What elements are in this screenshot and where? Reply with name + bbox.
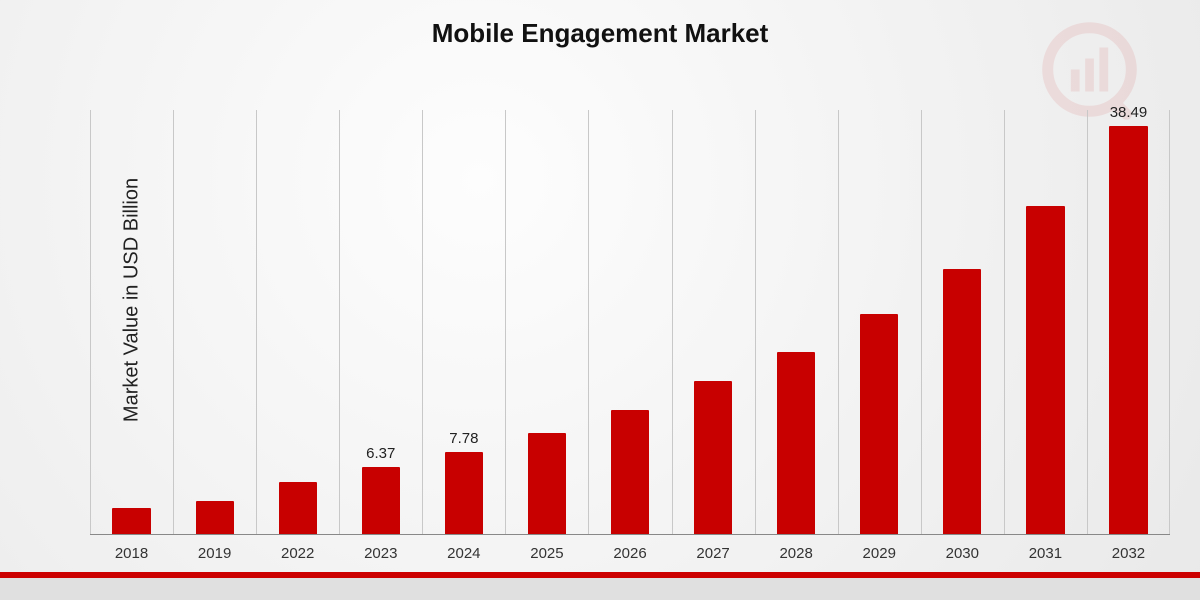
x-tick-label: 2028 xyxy=(755,545,838,562)
footer-strip xyxy=(0,572,1200,600)
gridline xyxy=(1087,110,1088,535)
bar-slot xyxy=(588,110,671,535)
bar xyxy=(196,501,234,535)
bar-slot xyxy=(672,110,755,535)
bar xyxy=(279,482,317,535)
bar xyxy=(777,352,815,535)
bar xyxy=(1026,206,1064,535)
bar-slot xyxy=(173,110,256,535)
x-tick-label: 2026 xyxy=(588,545,671,562)
x-tick-label: 2025 xyxy=(505,545,588,562)
chart-container: Mobile Engagement Market Market Value in… xyxy=(0,0,1200,600)
gridline xyxy=(755,110,756,535)
plot-area: 6.37 7.78 38.49 xyxy=(90,110,1170,535)
x-tick-label: 2022 xyxy=(256,545,339,562)
bar-slot xyxy=(755,110,838,535)
bar: 6.37 xyxy=(362,467,400,535)
bar xyxy=(860,314,898,535)
x-tick-label: 2031 xyxy=(1004,545,1087,562)
bar-slot xyxy=(90,110,173,535)
chart-title: Mobile Engagement Market xyxy=(0,18,1200,49)
x-tick-label: 2032 xyxy=(1087,545,1170,562)
bar-slot xyxy=(505,110,588,535)
x-tick-label: 2029 xyxy=(838,545,921,562)
bar-slot xyxy=(838,110,921,535)
bar xyxy=(112,508,150,535)
x-tick-label: 2024 xyxy=(422,545,505,562)
gridline xyxy=(90,110,91,535)
bar xyxy=(528,433,566,535)
bar-slot xyxy=(1004,110,1087,535)
x-axis-line xyxy=(90,534,1170,535)
bar: 7.78 xyxy=(445,452,483,535)
gridline xyxy=(838,110,839,535)
gridline xyxy=(588,110,589,535)
bar-slot: 38.49 xyxy=(1087,110,1170,535)
x-tick-label: 2018 xyxy=(90,545,173,562)
bar-value-label: 38.49 xyxy=(1110,104,1148,121)
gridline xyxy=(672,110,673,535)
gridline xyxy=(1169,110,1170,535)
gridline xyxy=(339,110,340,535)
bar-value-label: 6.37 xyxy=(366,445,395,462)
x-tick-label: 2030 xyxy=(921,545,1004,562)
bar-value-label: 7.78 xyxy=(449,430,478,447)
bar xyxy=(694,381,732,535)
x-axis-labels: 2018201920222023202420252026202720282029… xyxy=(90,545,1170,562)
bar-slot: 7.78 xyxy=(422,110,505,535)
bar xyxy=(611,410,649,535)
x-tick-label: 2027 xyxy=(672,545,755,562)
x-tick-label: 2019 xyxy=(173,545,256,562)
x-tick-label: 2023 xyxy=(339,545,422,562)
bar-slot xyxy=(921,110,1004,535)
bar-slot: 6.37 xyxy=(339,110,422,535)
bar-slot xyxy=(256,110,339,535)
gridline xyxy=(422,110,423,535)
bar: 38.49 xyxy=(1109,126,1147,535)
footer-accent-bar xyxy=(0,572,1200,578)
gridline xyxy=(921,110,922,535)
gridline xyxy=(256,110,257,535)
gridline xyxy=(1004,110,1005,535)
gridline xyxy=(173,110,174,535)
gridline xyxy=(505,110,506,535)
bar xyxy=(943,269,981,535)
